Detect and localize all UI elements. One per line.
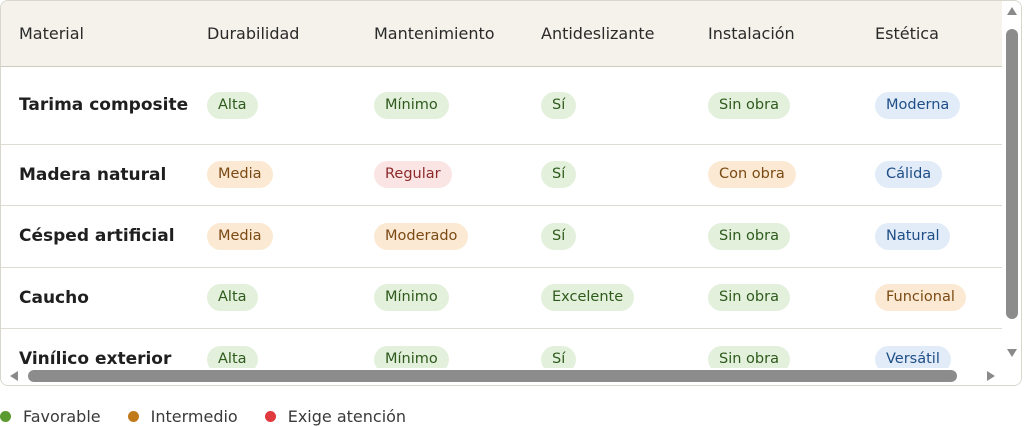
legend-label: Intermedio <box>150 406 238 426</box>
durability-badge: Media <box>207 222 273 250</box>
vertical-scrollbar[interactable] <box>1002 1 1021 368</box>
column-header-instalacion: Instalación <box>690 1 857 67</box>
scroll-down-arrow-icon[interactable] <box>1007 349 1017 357</box>
scroll-right-arrow-icon[interactable] <box>987 371 995 381</box>
installation-badge: Con obra <box>708 161 796 188</box>
scrollbar-corner <box>1002 368 1021 385</box>
aesthetic-badge: Natural <box>875 222 951 250</box>
table-header-row: Material Durabilidad Mantenimiento Antid… <box>1 1 1002 67</box>
column-header-durabilidad: Durabilidad <box>189 1 356 67</box>
legend-item-intermedio: Intermedio <box>127 406 238 426</box>
legend-item-atencion: Exige atención <box>264 406 407 426</box>
comparison-table-container: Material Durabilidad Mantenimiento Antid… <box>0 0 1022 386</box>
legend-label: Exige atención <box>287 406 407 426</box>
antislip-badge: Sí <box>541 91 577 119</box>
table-viewport[interactable]: Material Durabilidad Mantenimiento Antid… <box>1 1 1002 368</box>
material-name: Césped artificial <box>19 226 175 246</box>
vertical-scroll-thumb[interactable] <box>1006 29 1018 319</box>
column-header-antideslizante: Antideslizante <box>523 1 690 67</box>
antislip-badge: Excelente <box>541 284 635 311</box>
green-dot-icon <box>0 410 11 422</box>
material-name: Tarima composite <box>19 95 189 115</box>
legend-label: Favorable <box>23 406 101 426</box>
material-name: Vinílico exterior <box>19 349 172 368</box>
durability-badge: Alta <box>207 91 258 119</box>
maintenance-badge: Moderado <box>374 222 469 250</box>
installation-badge: Sin obra <box>708 284 790 311</box>
material-name: Madera natural <box>19 164 167 185</box>
aesthetic-badge: Moderna <box>875 91 961 119</box>
materials-table: Material Durabilidad Mantenimiento Antid… <box>1 1 1002 368</box>
table-row: Vinílico exterior Alta Mínimo Sí Sin obr… <box>1 328 1002 368</box>
table-row: Madera natural Media Regular Sí Con obra… <box>1 144 1002 205</box>
horizontal-scroll-thumb[interactable] <box>28 370 957 382</box>
installation-badge: Sin obra <box>708 222 790 250</box>
aesthetic-badge: Versátil <box>875 345 951 368</box>
material-name: Caucho <box>19 287 89 308</box>
maintenance-badge: Mínimo <box>374 284 449 311</box>
orange-dot-icon <box>127 410 139 422</box>
antislip-badge: Sí <box>541 222 577 250</box>
horizontal-scrollbar[interactable] <box>1 368 1002 385</box>
installation-badge: Sin obra <box>708 345 790 368</box>
antislip-badge: Sí <box>541 161 577 188</box>
column-header-material: Material <box>1 1 189 67</box>
legend-item-favorable: Favorable <box>0 407 101 426</box>
maintenance-badge: Regular <box>374 161 452 188</box>
maintenance-badge: Mínimo <box>374 345 449 368</box>
installation-badge: Sin obra <box>708 91 790 119</box>
maintenance-badge: Mínimo <box>374 91 449 119</box>
antislip-badge: Sí <box>541 345 577 368</box>
durability-badge: Alta <box>207 284 258 311</box>
column-header-estetica: Estética <box>857 1 1002 67</box>
table-row: Césped artificial Media Moderado Sí Sin … <box>1 205 1002 267</box>
aesthetic-badge: Cálida <box>875 161 943 188</box>
scroll-up-arrow-icon[interactable] <box>1007 7 1017 15</box>
durability-badge: Media <box>207 161 273 188</box>
scroll-left-arrow-icon[interactable] <box>10 371 18 381</box>
table-row: Tarima composite Alta Mínimo Sí Sin obra… <box>1 66 1002 144</box>
table-row: Caucho Alta Mínimo Excelente Sin obra Fu… <box>1 267 1002 328</box>
column-header-mantenimiento: Mantenimiento <box>356 1 523 67</box>
legend: Favorable Intermedio Exige atención <box>0 405 433 427</box>
durability-badge: Alta <box>207 345 258 368</box>
red-dot-icon <box>264 410 276 422</box>
aesthetic-badge: Funcional <box>875 284 966 311</box>
